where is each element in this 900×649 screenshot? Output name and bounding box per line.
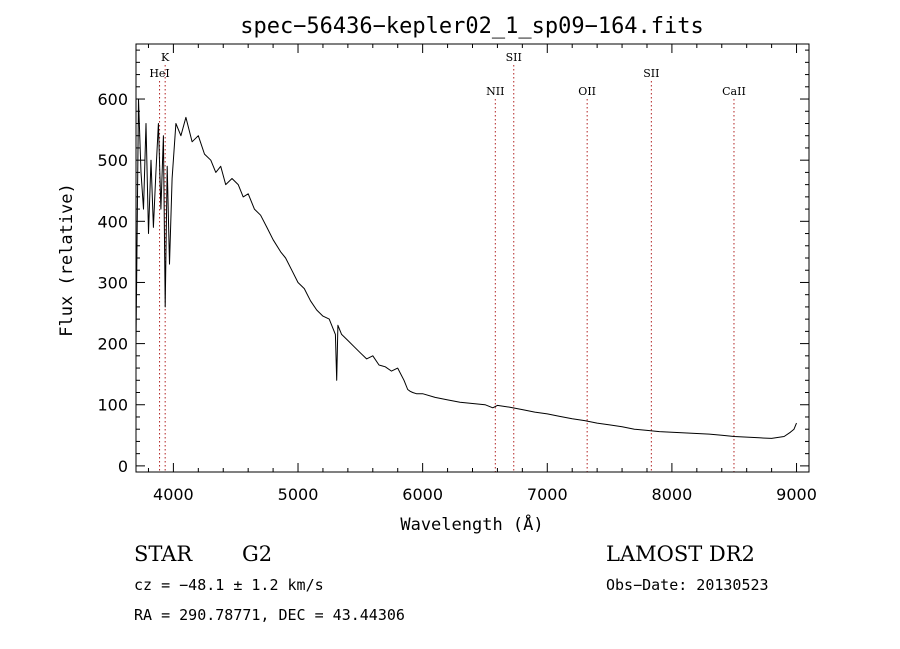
x-tick-label-5: 9000	[776, 485, 817, 504]
y-tick-label-2: 200	[97, 335, 128, 354]
y-tick-label-4: 400	[97, 212, 128, 231]
y-axis-label: Flux (relative)	[57, 183, 77, 337]
y-tick-label-6: 600	[97, 90, 128, 109]
coordinates: RA = 290.78771, DEC = 43.44306	[134, 606, 405, 624]
spectrum-line	[135, 98, 797, 439]
y-tick-label-3: 300	[97, 273, 128, 292]
y-tick-label-5: 500	[97, 151, 128, 170]
plot-frame	[135, 43, 810, 473]
x-tick-label-0: 4000	[153, 485, 194, 504]
x-tick-label-2: 6000	[402, 485, 443, 504]
object-class: STAR	[134, 542, 193, 566]
x-axis-label: Wavelength (Å)	[400, 513, 543, 535]
y-tick-label-1: 100	[97, 396, 128, 415]
x-tick-label-4: 8000	[652, 485, 693, 504]
x-tick-label-3: 7000	[527, 485, 568, 504]
line-marker-label-1: HeI	[149, 67, 169, 80]
line-marker-label-4: OII	[578, 85, 596, 98]
line-marker-label-0: K	[161, 51, 170, 64]
obs-date: Obs−Date: 20130523	[606, 576, 769, 594]
line-marker-label-2: NII	[486, 85, 504, 98]
line-marker-label-6: CaII	[722, 85, 746, 98]
redshift-cz: cz = −48.1 ± 1.2 km/s	[134, 576, 324, 594]
line-marker-label-3: SII	[506, 51, 522, 64]
object-subclass: G2	[242, 542, 272, 566]
x-tick-label-1: 5000	[278, 485, 319, 504]
chart-title: spec−56436−kepler02_1_sp09−164.fits	[240, 14, 704, 39]
y-tick-label-0: 0	[118, 457, 128, 476]
survey-name: LAMOST DR2	[606, 542, 755, 566]
line-marker-label-5: SII	[643, 67, 659, 80]
